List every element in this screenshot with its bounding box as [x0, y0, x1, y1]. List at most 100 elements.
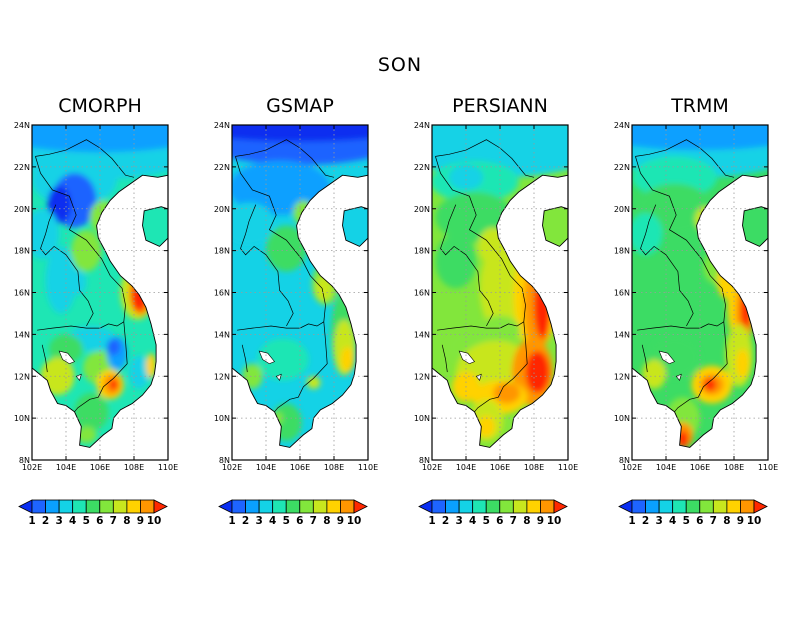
lat-tick-label: 22N: [414, 163, 430, 172]
colorbar-swatch: [72, 499, 87, 514]
lon-tick-label: 108E: [724, 463, 744, 472]
lat-tick-label: 16N: [14, 289, 30, 298]
colorbar-swatch: [712, 499, 728, 514]
colorbar-label: 3: [55, 515, 62, 527]
colorbar-max-arrow: [353, 499, 368, 514]
colorbar-label: 10: [547, 515, 562, 527]
country-border: [435, 139, 535, 178]
lat-tick-label: 20N: [614, 205, 630, 214]
colorbar-min-arrow: [218, 499, 233, 514]
lon-tick-label: 108E: [124, 463, 144, 472]
country-border: [635, 139, 735, 178]
colorbar-label: 6: [696, 515, 703, 527]
colorbar-swatch: [740, 499, 755, 514]
country-border: [637, 321, 724, 331]
colorbar-label: 9: [537, 515, 544, 527]
lat-tick-label: 8N: [619, 456, 630, 465]
colorbar-label: 3: [455, 515, 462, 527]
colorbar-label: 6: [96, 515, 103, 527]
colorbar-swatch: [445, 499, 460, 514]
lon-tick-label: 104E: [256, 463, 276, 472]
colorbar-label: 3: [255, 515, 262, 527]
colorbar-swatch: [672, 499, 687, 514]
colorbar-swatch: [99, 499, 114, 514]
lat-tick-label: 18N: [14, 247, 30, 256]
figure-title: SON: [377, 54, 423, 76]
colorbar-label: 5: [683, 515, 690, 527]
colorbar-max-arrow: [753, 499, 768, 514]
colorbar-swatch: [726, 499, 741, 514]
colorbar-label: 7: [510, 515, 517, 527]
lat-tick-label: 16N: [414, 289, 430, 298]
colorbar-swatch: [85, 499, 101, 514]
colorbar-swatch: [458, 499, 474, 514]
colorbar-label: 9: [337, 515, 344, 527]
colorbar-label: 8: [523, 515, 530, 527]
lon-tick-label: 104E: [456, 463, 476, 472]
colorbar-swatch: [699, 499, 714, 514]
colorbar-swatch: [472, 499, 487, 514]
colorbar-label: 6: [496, 515, 503, 527]
country-border: [37, 321, 124, 331]
colorbar-label: 9: [737, 515, 744, 527]
colorbar: 1 2 3 4 5 6 7 8 9 10: [18, 499, 168, 527]
colorbar-swatch: [258, 499, 274, 514]
country-border: [241, 344, 248, 373]
colorbar-swatch: [112, 499, 128, 514]
lat-tick-label: 18N: [614, 247, 630, 256]
lon-tick-label: 102E: [422, 463, 442, 472]
colorbar-min-arrow: [618, 499, 633, 514]
lat-tick-label: 18N: [214, 247, 230, 256]
colorbar-label: 5: [283, 515, 290, 527]
colorbar-max-arrow: [553, 499, 568, 514]
lat-tick-label: 22N: [14, 163, 30, 172]
colorbar-swatch: [326, 499, 341, 514]
colorbar-swatch: [645, 499, 660, 514]
lat-tick-label: 22N: [614, 163, 630, 172]
gridlines: [32, 125, 168, 460]
colorbar-swatch: [45, 499, 60, 514]
country-border: [441, 344, 448, 373]
lat-tick-label: 24N: [614, 121, 630, 130]
lon-tick-label: 106E: [490, 463, 510, 472]
country-border: [41, 344, 48, 373]
colorbar-swatch: [245, 499, 260, 514]
country-border: [35, 156, 128, 413]
colorbar-label: 4: [469, 515, 476, 527]
lon-tick-label: 110E: [758, 463, 778, 472]
colorbar-label: 10: [747, 515, 762, 527]
colorbar-label: 4: [669, 515, 676, 527]
country-border: [437, 321, 524, 331]
colorbar-label: 2: [42, 515, 49, 527]
map-svg: 102E 104E 106E 108E 110E 8N 10N 12N 14N 16N 18N 20N…: [14, 121, 178, 527]
lat-tick-label: 12N: [14, 372, 30, 381]
lat-tick-label: 16N: [214, 289, 230, 298]
colorbar-label: 7: [110, 515, 117, 527]
lon-tick-label: 106E: [290, 463, 310, 472]
colorbar-swatch: [299, 499, 314, 514]
colorbar-swatch: [272, 499, 287, 514]
colorbar-label: 7: [710, 515, 717, 527]
colorbar-label: 1: [228, 515, 235, 527]
lon-tick-label: 102E: [222, 463, 242, 472]
colorbar-swatch: [685, 499, 701, 514]
panel-cmorph: CMORPH 102E 104E 106E 108E 110E 8N 10N 12N 14N 16…: [0, 95, 200, 535]
colorbar-label: 8: [123, 515, 130, 527]
lat-tick-label: 10N: [614, 414, 630, 423]
lat-tick-label: 10N: [214, 414, 230, 423]
lat-tick-label: 16N: [614, 289, 630, 298]
colorbar-swatch: [140, 499, 155, 514]
lon-tick-label: 108E: [324, 463, 344, 472]
colorbar-label: 2: [442, 515, 449, 527]
map-svg: 102E 104E 106E 108E 110E 8N 10N 12N 14N 16N 18N 20N…: [614, 121, 778, 527]
map-svg: 102E 104E 106E 108E 110E 8N 10N 12N 14N 16N 18N 20N…: [214, 121, 378, 527]
colorbar-label: 4: [269, 515, 276, 527]
lon-tick-label: 104E: [56, 463, 76, 472]
panel-title: GSMAP: [266, 95, 334, 117]
lon-tick-label: 102E: [22, 463, 42, 472]
colorbar-swatch: [499, 499, 514, 514]
colorbar-label: 10: [147, 515, 162, 527]
lon-tick-label: 106E: [690, 463, 710, 472]
lat-tick-label: 8N: [19, 456, 30, 465]
colorbar-swatch: [540, 499, 555, 514]
